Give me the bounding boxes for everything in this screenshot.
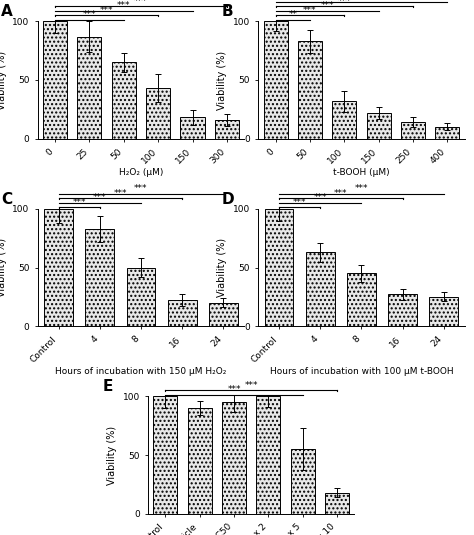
Bar — [127, 268, 155, 326]
Y-axis label: Viability (%): Viability (%) — [107, 425, 117, 485]
Bar — [332, 101, 356, 139]
Y-axis label: Viability (%): Viability (%) — [217, 238, 227, 297]
Text: ***: *** — [303, 6, 317, 14]
Bar — [435, 127, 459, 139]
Text: ***: *** — [93, 193, 107, 202]
Bar — [429, 297, 458, 326]
Bar — [188, 408, 212, 514]
Text: ***: *** — [355, 184, 368, 193]
Text: ***: *** — [337, 0, 351, 6]
Text: ***: *** — [245, 381, 258, 389]
Bar — [291, 449, 315, 514]
Bar — [153, 396, 177, 514]
Bar — [44, 209, 73, 326]
X-axis label: Hours of incubation with 150 μM H₂O₂: Hours of incubation with 150 μM H₂O₂ — [55, 366, 227, 376]
X-axis label: t-BOOH (μM): t-BOOH (μM) — [333, 169, 390, 177]
Bar — [146, 88, 170, 139]
Bar — [388, 294, 417, 326]
Text: ***: *** — [117, 1, 130, 10]
Text: ***: *** — [334, 189, 347, 198]
Text: B: B — [221, 4, 233, 19]
Bar — [43, 21, 67, 139]
Bar — [325, 493, 349, 514]
Text: C: C — [1, 192, 12, 207]
Text: ***: *** — [313, 193, 327, 202]
X-axis label: H₂O₂ (μM): H₂O₂ (μM) — [119, 169, 163, 177]
Text: E: E — [103, 379, 113, 394]
Text: A: A — [1, 4, 13, 19]
Text: D: D — [221, 192, 234, 207]
Bar — [112, 63, 136, 139]
Bar — [215, 120, 239, 139]
Text: ***: *** — [82, 10, 96, 19]
Text: ***: *** — [320, 1, 334, 10]
Bar — [401, 122, 425, 139]
Text: ***: *** — [134, 184, 148, 193]
Bar — [168, 300, 197, 326]
Bar — [181, 118, 204, 139]
Text: ***: *** — [114, 189, 127, 198]
Text: ***: *** — [228, 385, 241, 394]
Text: ***: *** — [293, 198, 306, 207]
Y-axis label: Viability (%): Viability (%) — [217, 50, 227, 110]
Text: ***: *** — [355, 0, 368, 1]
Bar — [222, 402, 246, 514]
Text: ***: *** — [134, 0, 148, 6]
Bar — [264, 209, 293, 326]
Bar — [85, 229, 114, 326]
Bar — [256, 396, 281, 514]
Bar — [347, 273, 376, 326]
Text: ***: *** — [100, 6, 113, 14]
Y-axis label: Viability (%): Viability (%) — [0, 238, 7, 297]
Text: ***: *** — [73, 198, 86, 207]
Y-axis label: Viability (%): Viability (%) — [0, 50, 7, 110]
Text: **: ** — [288, 10, 297, 19]
Bar — [306, 253, 335, 326]
Bar — [298, 41, 322, 139]
Bar — [264, 21, 288, 139]
Bar — [77, 36, 101, 139]
X-axis label: Hours of incubation with 100 μM t-BOOH: Hours of incubation with 100 μM t-BOOH — [270, 366, 453, 376]
Bar — [366, 113, 391, 139]
Bar — [209, 303, 238, 326]
